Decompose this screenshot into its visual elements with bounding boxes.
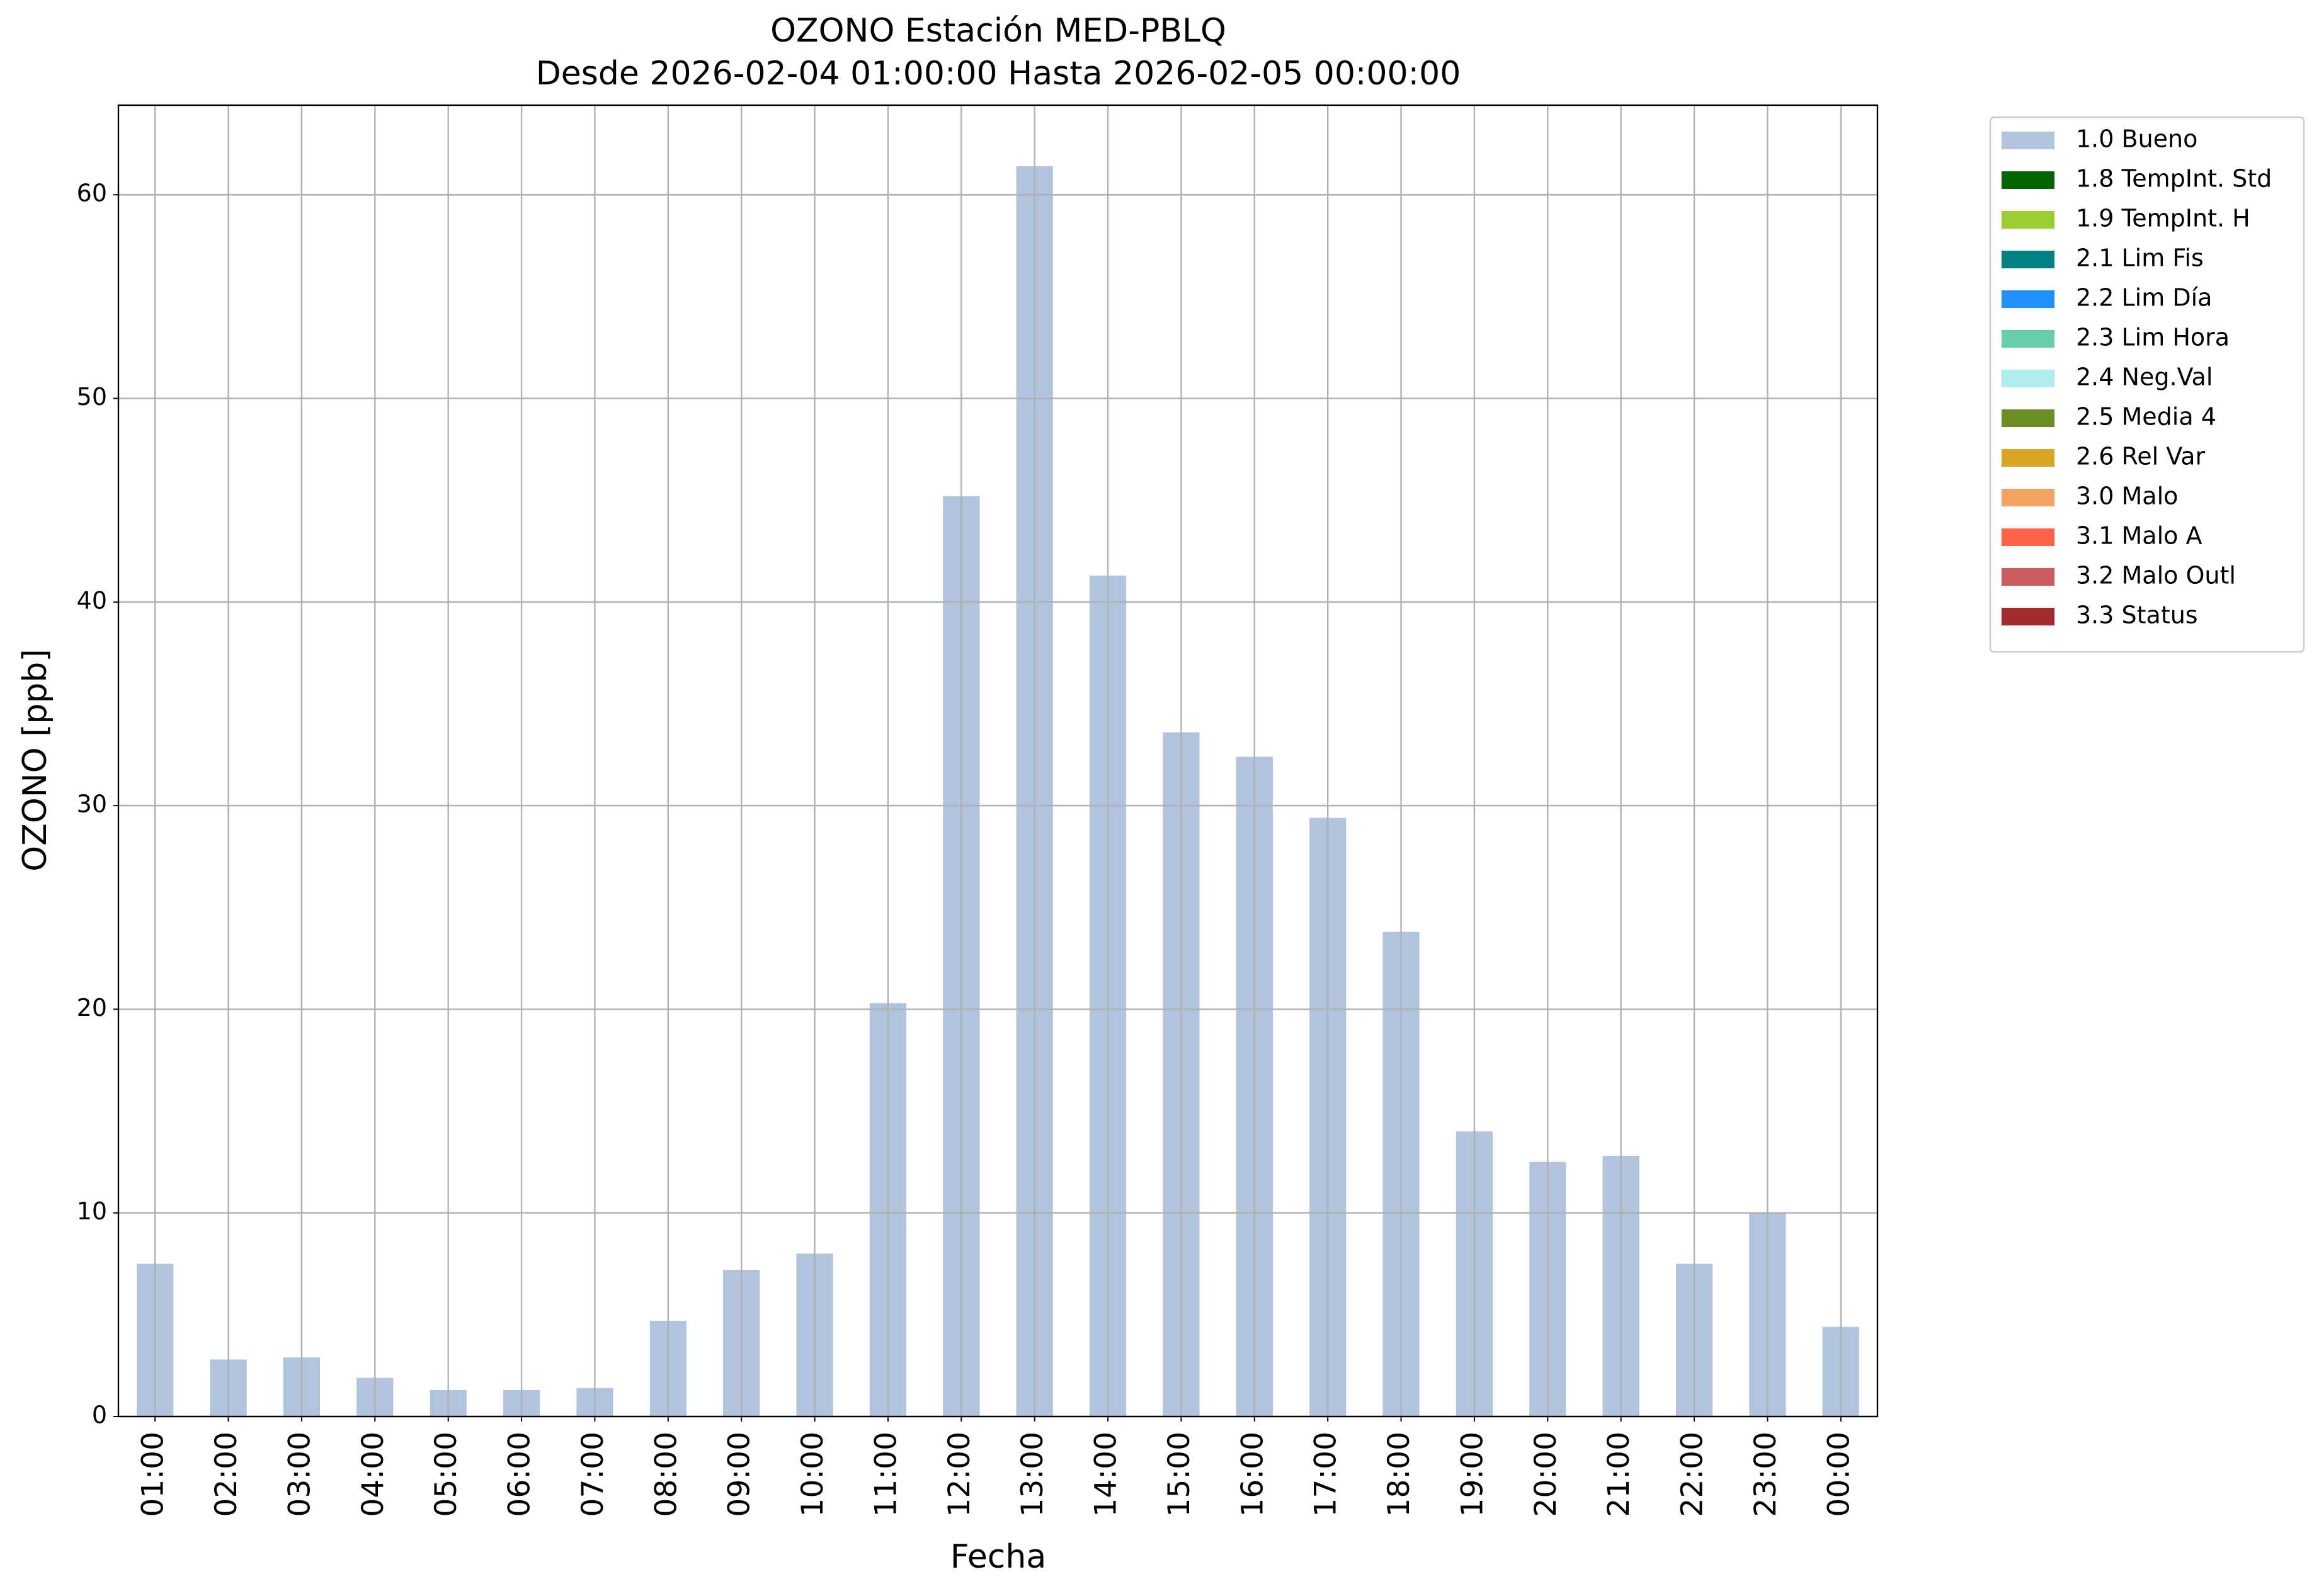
legend-label: 2.1 Lim Fis bbox=[2076, 244, 2204, 272]
chart-subtitle: Desde 2026-02-04 01:00:00 Hasta 2026-02-… bbox=[536, 55, 1461, 93]
legend-label: 1.9 TempInt. H bbox=[2076, 205, 2250, 232]
legend-label: 3.2 Malo Outl bbox=[2076, 562, 2236, 590]
y-tick-label: 10 bbox=[77, 1197, 107, 1225]
legend-swatch bbox=[2002, 132, 2054, 149]
legend-label: 1.8 TempInt. Std bbox=[2076, 165, 2272, 193]
y-tick-label: 50 bbox=[77, 383, 107, 411]
x-tick-label: 12:00 bbox=[942, 1432, 977, 1517]
x-tick-label: 21:00 bbox=[1602, 1432, 1636, 1517]
x-tick-label: 20:00 bbox=[1529, 1432, 1563, 1517]
x-tick-label: 15:00 bbox=[1162, 1432, 1197, 1517]
legend-label: 3.1 Malo A bbox=[2076, 522, 2202, 550]
x-tick-label: 02:00 bbox=[209, 1432, 244, 1517]
x-tick-label: 00:00 bbox=[1821, 1432, 1856, 1517]
legend-label: 2.4 Neg.Val bbox=[2076, 363, 2213, 391]
plot-frame bbox=[117, 104, 1879, 1418]
y-tick-label: 40 bbox=[77, 586, 107, 614]
legend-swatch bbox=[2002, 568, 2054, 586]
legend-swatch bbox=[2002, 290, 2054, 308]
legend-swatch bbox=[2002, 449, 2054, 467]
y-tick-label: 0 bbox=[92, 1401, 107, 1429]
y-tick-label: 30 bbox=[77, 790, 107, 818]
legend-swatch bbox=[2002, 528, 2054, 546]
x-tick-label: 16:00 bbox=[1235, 1432, 1270, 1517]
y-tick-label: 20 bbox=[77, 994, 107, 1022]
legend-swatch bbox=[2002, 330, 2054, 348]
legend-swatch bbox=[2002, 409, 2054, 427]
x-tick-label: 08:00 bbox=[649, 1432, 683, 1517]
x-tick-label: 05:00 bbox=[429, 1432, 464, 1517]
x-tick-label: 04:00 bbox=[356, 1432, 390, 1517]
legend-swatch bbox=[2002, 251, 2054, 268]
x-axis-label: Fecha bbox=[950, 1538, 1046, 1576]
y-tick-label: 60 bbox=[77, 180, 107, 207]
legend-swatch bbox=[2002, 489, 2054, 506]
legend-label: 3.0 Malo bbox=[2076, 482, 2178, 510]
legend-label: 2.3 Lim Hora bbox=[2076, 324, 2230, 351]
legend-label: 2.5 Media 4 bbox=[2076, 403, 2216, 431]
x-tick-label: 10:00 bbox=[795, 1432, 830, 1517]
x-tick-label: 17:00 bbox=[1309, 1432, 1343, 1517]
x-tick-label: 14:00 bbox=[1089, 1432, 1124, 1517]
x-tick-label: 07:00 bbox=[576, 1432, 610, 1517]
legend-label: 1.0 Bueno bbox=[2076, 125, 2197, 153]
legend-swatch bbox=[2002, 608, 2054, 625]
legend-label: 2.2 Lim Día bbox=[2076, 284, 2212, 312]
x-tick-label: 13:00 bbox=[1015, 1432, 1050, 1517]
x-tick-label: 03:00 bbox=[282, 1432, 317, 1517]
legend-label: 3.3 Status bbox=[2076, 601, 2198, 629]
x-tick-label: 09:00 bbox=[722, 1432, 757, 1517]
x-tick-label: 01:00 bbox=[136, 1432, 171, 1517]
legend-swatch bbox=[2002, 370, 2054, 387]
chart-title: OZONO Estación MED-PBLQ bbox=[770, 12, 1226, 50]
legend-box bbox=[1989, 116, 2305, 653]
x-tick-label: 11:00 bbox=[869, 1432, 903, 1517]
legend-swatch bbox=[2002, 171, 2054, 189]
x-tick-label: 23:00 bbox=[1748, 1432, 1783, 1517]
y-axis-label: OZONO [ppb] bbox=[16, 649, 54, 871]
x-tick-label: 06:00 bbox=[503, 1432, 537, 1517]
x-tick-label: 18:00 bbox=[1382, 1432, 1416, 1517]
legend-swatch bbox=[2002, 211, 2054, 229]
x-tick-label: 19:00 bbox=[1455, 1432, 1490, 1517]
legend-label: 2.6 Rel Var bbox=[2076, 443, 2206, 470]
x-tick-label: 22:00 bbox=[1675, 1432, 1710, 1517]
